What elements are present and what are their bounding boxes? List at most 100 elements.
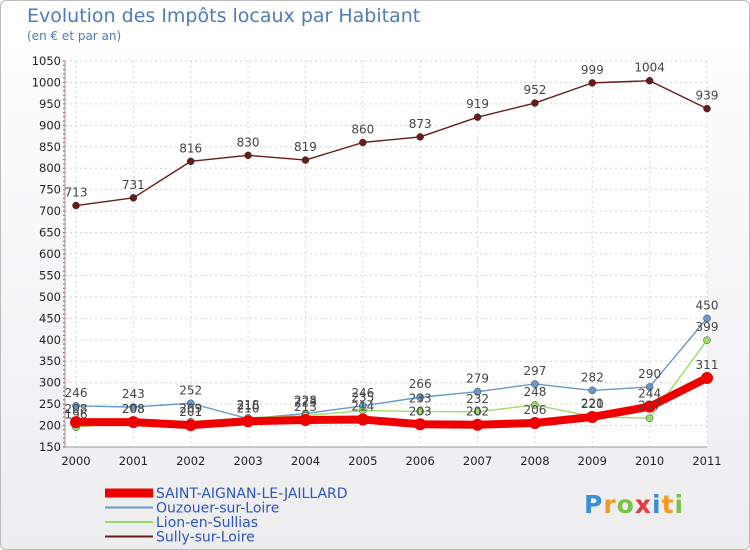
data-point <box>703 104 711 113</box>
data-point <box>588 386 597 395</box>
data-label: 450 <box>696 298 719 312</box>
data-point <box>244 151 252 160</box>
y-tick-label: 1050 <box>32 54 61 68</box>
data-label: 196 <box>65 407 88 421</box>
data-label: 243 <box>122 387 145 401</box>
y-tick-label: 750 <box>39 183 61 197</box>
data-label: 816 <box>179 141 202 155</box>
data-point <box>586 410 599 423</box>
data-label: 860 <box>351 122 374 136</box>
data-point <box>416 133 424 141</box>
data-label: 202 <box>466 405 489 419</box>
data-label: 399 <box>696 320 719 334</box>
series-line <box>75 80 708 207</box>
x-tick-label: 2008 <box>520 454 549 468</box>
data-point <box>645 76 654 85</box>
x-tick-label: 2009 <box>578 454 607 468</box>
logo-letter: x <box>634 490 652 519</box>
x-tick-label: 2005 <box>348 454 377 468</box>
y-tick-label: 250 <box>39 397 61 411</box>
data-label: 248 <box>523 385 546 399</box>
data-label: 731 <box>122 178 145 192</box>
legend-label: Sully-sur-Loire <box>156 530 255 546</box>
y-tick-label: 1000 <box>32 75 61 89</box>
y-tick-label: 200 <box>39 419 61 433</box>
data-label: 1004 <box>634 61 665 75</box>
y-tick-label: 500 <box>39 290 61 304</box>
y-tick-label: 800 <box>39 161 61 175</box>
data-label: 218 <box>237 398 260 412</box>
data-point <box>473 408 482 416</box>
data-label: 233 <box>409 391 432 405</box>
data-label: 999 <box>581 63 604 77</box>
data-point <box>588 79 597 87</box>
data-point <box>359 138 367 147</box>
y-tick-label: 150 <box>39 440 61 454</box>
data-label: 206 <box>523 403 546 417</box>
data-label: 214 <box>351 400 374 414</box>
data-point <box>471 418 484 431</box>
data-point <box>72 402 80 410</box>
data-label: 290 <box>638 367 661 381</box>
data-point <box>473 113 482 121</box>
data-label: 279 <box>466 372 489 386</box>
data-label: 952 <box>523 83 546 97</box>
data-label: 819 <box>294 140 317 154</box>
y-tick-label: 550 <box>39 268 61 282</box>
data-label: 244 <box>638 387 661 401</box>
data-point <box>129 403 138 411</box>
data-point <box>473 387 482 396</box>
data-point <box>703 336 711 344</box>
data-label: 208 <box>122 402 145 416</box>
proxiti-logo: Proxiti <box>584 490 684 519</box>
legend-label: SAINT-AIGNAN-LE-JAILLARD <box>156 486 348 502</box>
data-label: 919 <box>466 97 489 111</box>
data-label: 208 <box>122 402 145 416</box>
x-tick-label: 2007 <box>463 454 492 468</box>
data-point <box>129 194 138 202</box>
data-point <box>528 416 541 429</box>
x-tick-label: 2010 <box>635 454 664 468</box>
y-tick-label: 450 <box>39 311 61 325</box>
data-point <box>356 413 369 426</box>
x-tick-label: 2001 <box>119 454 148 468</box>
data-label: 297 <box>523 364 546 378</box>
data-label: 213 <box>294 400 317 414</box>
logo-letter: i <box>674 490 685 519</box>
data-label: 282 <box>581 370 604 384</box>
data-point <box>643 400 656 413</box>
y-tick-label: 850 <box>39 140 61 154</box>
x-tick-label: 2002 <box>176 454 205 468</box>
data-label: 203 <box>409 404 432 418</box>
data-point <box>186 157 195 166</box>
data-point <box>645 383 654 391</box>
logo-letter: t <box>661 490 675 519</box>
legend-label: Lion-en-Sullias <box>156 515 258 531</box>
data-label: 221 <box>581 397 604 411</box>
data-point <box>416 407 424 416</box>
data-label: 713 <box>65 186 88 200</box>
data-point <box>299 413 312 426</box>
y-tick-label: 700 <box>39 204 61 218</box>
data-label: 311 <box>696 358 719 372</box>
data-label: 208 <box>65 402 88 416</box>
y-tick-label: 950 <box>39 97 61 111</box>
chart-title: Evolution des Impôts locaux par Habitant <box>27 5 421 27</box>
x-tick-label: 2004 <box>291 454 320 468</box>
data-point <box>301 156 310 164</box>
data-label: 246 <box>65 386 88 400</box>
data-point <box>531 401 539 409</box>
data-point <box>703 314 711 323</box>
data-label: 223 <box>294 396 317 410</box>
x-tick-label: 2011 <box>692 454 721 468</box>
y-tick-label: 400 <box>39 333 61 347</box>
data-label: 252 <box>179 383 202 397</box>
data-point <box>72 201 80 210</box>
legend-label: Ouzouer-sur-Loire <box>156 501 279 517</box>
chart-subtitle: (en € et par an) <box>27 29 122 43</box>
series-line <box>75 317 708 420</box>
data-label: 235 <box>351 391 374 405</box>
data-point <box>531 99 539 107</box>
